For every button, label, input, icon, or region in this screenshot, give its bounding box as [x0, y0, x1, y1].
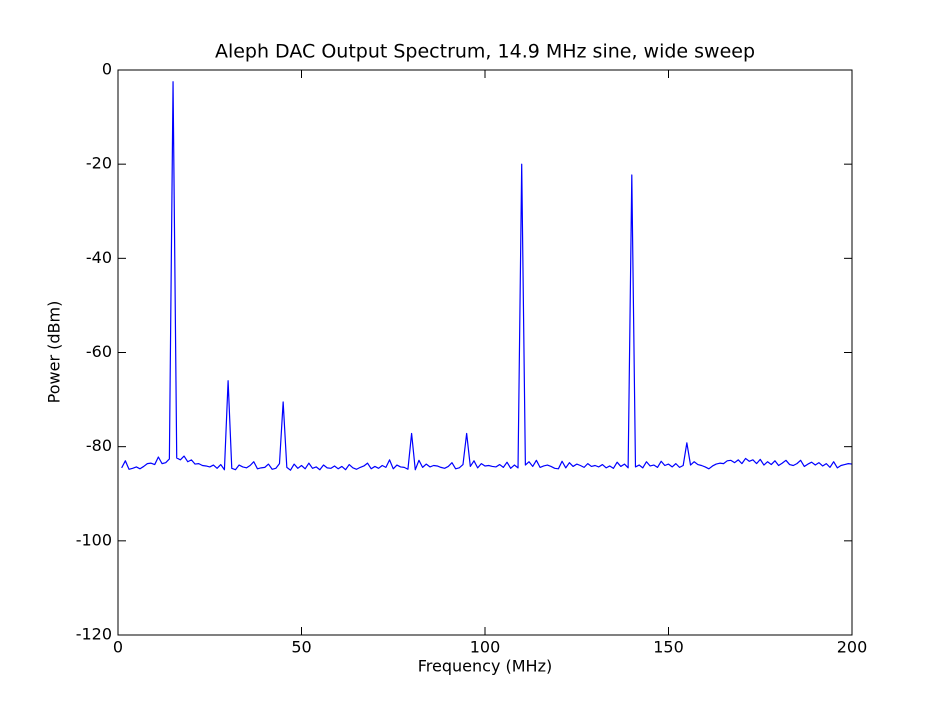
spectrum-line [121, 81, 853, 471]
x-tick-label: 150 [653, 638, 684, 657]
x-tick-label: 50 [291, 638, 311, 657]
y-tick-label: -60 [86, 342, 112, 361]
y-tick-label: -80 [86, 436, 112, 455]
x-axis-label: Frequency (MHz) [418, 657, 552, 676]
x-tick-label: 200 [837, 638, 868, 657]
x-tick-label: 100 [470, 638, 501, 657]
y-axis-label: Power (dBm) [45, 301, 64, 404]
x-tick-label: 0 [113, 638, 123, 657]
y-tick-label: -20 [86, 154, 112, 173]
y-tick-label: -100 [76, 530, 112, 549]
y-tick-label: -120 [76, 625, 112, 644]
y-tick-label: -40 [86, 248, 112, 267]
y-tick-label: 0 [102, 60, 112, 79]
chart-title: Aleph DAC Output Spectrum, 14.9 MHz sine… [215, 41, 755, 63]
